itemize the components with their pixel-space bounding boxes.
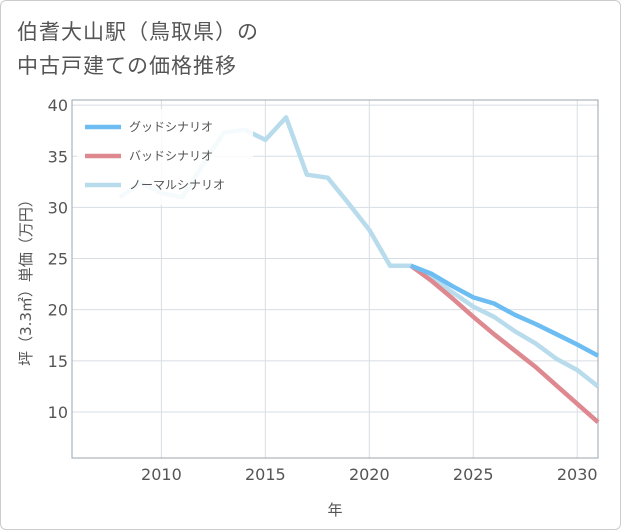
chart-title-line-2: 中古戸建ての価格推移 bbox=[17, 54, 237, 78]
legend-label: ノーマルシナリオ bbox=[129, 178, 225, 192]
x-tick-label: 2010 bbox=[141, 465, 182, 484]
y-tick-label: 35 bbox=[48, 147, 68, 166]
plot-border bbox=[71, 99, 599, 459]
y-tick-label: 25 bbox=[48, 250, 68, 269]
legend-label: バッドシナリオ bbox=[129, 149, 213, 163]
x-tick-label: 2030 bbox=[557, 465, 598, 484]
chart-title-line-1: 伯耆大山駅（鳥取県）の bbox=[17, 20, 259, 44]
y-tick-label: 10 bbox=[48, 403, 68, 422]
series-line-0 bbox=[410, 263, 600, 358]
y-tick-label: 15 bbox=[48, 352, 68, 371]
x-tick-label: 2015 bbox=[245, 465, 286, 484]
chart-title: 伯耆大山駅（鳥取県）の 中古戸建ての価格推移 bbox=[17, 15, 259, 83]
legend-label: グッドシナリオ bbox=[129, 120, 213, 134]
x-axis-title: 年 bbox=[327, 501, 342, 519]
y-axis-title: 坪（3.3㎡）単価（万円） bbox=[17, 192, 35, 366]
x-tick-label: 2020 bbox=[349, 465, 390, 484]
x-tick-label: 2025 bbox=[453, 465, 494, 484]
series-line-1 bbox=[409, 263, 600, 424]
y-tick-label: 20 bbox=[48, 301, 68, 320]
y-tick-label: 30 bbox=[48, 198, 68, 217]
y-tick-label: 40 bbox=[48, 96, 68, 115]
